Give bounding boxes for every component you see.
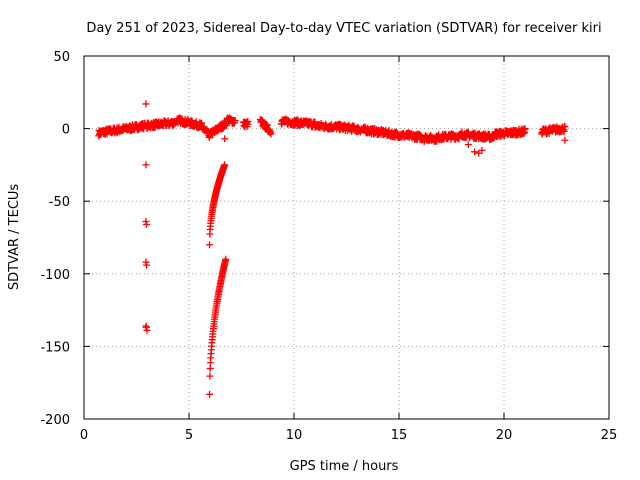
- x-tick-labels: 0 5 10 15 20 25: [80, 428, 617, 443]
- chart-title: Day 251 of 2023, Sidereal Day-to-day VTE…: [86, 21, 601, 36]
- data-point: [561, 136, 569, 144]
- data-point: [206, 372, 214, 380]
- data-point: [143, 326, 151, 334]
- plot-frame: [83, 55, 610, 420]
- data-point: [370, 129, 378, 137]
- data-point: [142, 100, 150, 108]
- y-axis-label: SDTVAR / TECUs: [7, 184, 22, 291]
- x-tick-label: 20: [496, 428, 513, 443]
- data-point: [478, 146, 486, 154]
- y-tick-label: 50: [53, 50, 70, 65]
- data-point: [464, 141, 472, 149]
- data-point: [244, 117, 252, 125]
- data-point: [222, 255, 230, 263]
- y-tick-label: -150: [40, 340, 70, 355]
- x-tick-label: 10: [286, 428, 303, 443]
- y-tick-label: -200: [40, 413, 70, 428]
- data-point: [471, 148, 479, 156]
- data-point: [143, 220, 151, 228]
- y-tick-label: -100: [40, 268, 70, 283]
- data-points: [95, 100, 569, 398]
- x-tick-label: 0: [80, 428, 88, 443]
- y-tick-label: -50: [49, 195, 70, 210]
- x-axis-label: GPS time / hours: [290, 459, 399, 474]
- data-point: [504, 130, 512, 138]
- y-tick-labels: -200 -150 -100 -50 0 50: [40, 50, 70, 428]
- x-tick-label: 15: [391, 428, 408, 443]
- data-point: [97, 130, 105, 138]
- data-point: [267, 130, 275, 138]
- data-point: [143, 261, 151, 269]
- x-tick-label: 25: [601, 428, 618, 443]
- data-point: [221, 135, 229, 143]
- data-point: [231, 117, 239, 125]
- data-point: [221, 161, 229, 169]
- data-point: [206, 390, 214, 398]
- x-tick-label: 5: [185, 428, 193, 443]
- data-point: [521, 125, 529, 133]
- axis-ticks: [83, 55, 610, 420]
- data-point: [206, 241, 214, 249]
- y-tick-label: 0: [62, 123, 70, 138]
- data-point: [142, 161, 150, 169]
- data-point: [561, 123, 569, 131]
- grid-lines: [84, 56, 609, 419]
- data-point: [420, 138, 428, 146]
